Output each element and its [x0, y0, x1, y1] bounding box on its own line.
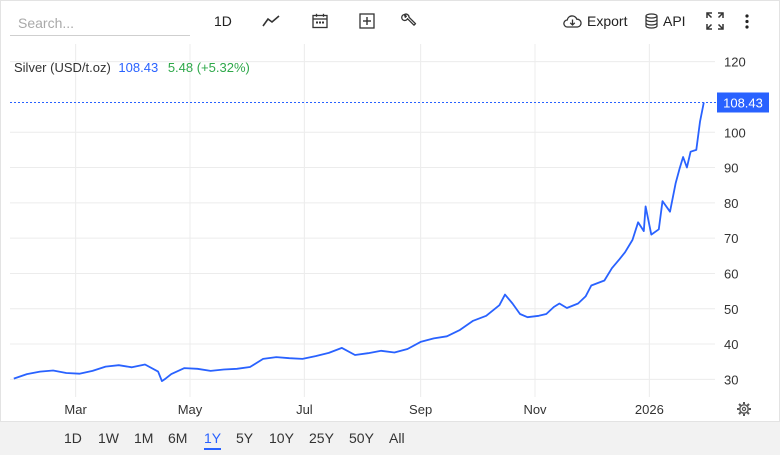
chart-type-button[interactable] — [262, 8, 280, 34]
range-button-1m[interactable]: 1M — [134, 430, 154, 446]
y-tick-label: 100 — [724, 125, 746, 140]
settings-tools-button[interactable] — [401, 8, 417, 34]
range-button-1w[interactable]: 1W — [98, 430, 119, 446]
y-tick-label: 60 — [724, 266, 738, 281]
date-range-button[interactable] — [312, 8, 328, 34]
api-label: API — [663, 13, 686, 29]
y-tick-label: 40 — [724, 337, 738, 352]
line-chart-icon — [262, 14, 280, 28]
x-tick-label: Jul — [296, 402, 313, 417]
x-tick-label: Mar — [64, 402, 87, 417]
add-compare-icon — [359, 13, 375, 29]
more-options-button[interactable] — [744, 8, 750, 34]
x-tick-label: Sep — [409, 402, 432, 417]
x-tick-label: May — [178, 402, 203, 417]
settings-gear-icon — [737, 402, 751, 416]
legend-change: 5.48 (+5.32%) — [167, 60, 250, 75]
export-label: Export — [587, 13, 628, 29]
legend-price: 108.43 — [118, 60, 159, 75]
range-button-6m[interactable]: 6M — [168, 430, 188, 446]
y-tick-label: 120 — [724, 55, 746, 70]
chart-legend: Silver (USD/t.oz) 108.43 5.48 (+5.32%) — [14, 60, 250, 75]
last-price-badge — [717, 92, 769, 113]
wrench-icon — [401, 13, 417, 29]
export-button[interactable]: Export — [563, 8, 627, 34]
database-icon — [645, 13, 658, 29]
legend-instrument-name: Silver (USD/t.oz) — [14, 60, 111, 75]
range-selector: 1D 1W 1M 6M 1Y 5Y 10Y 25Y 50Y All — [0, 421, 780, 455]
y-tick-label: 70 — [724, 231, 738, 246]
axis-settings-button[interactable] — [737, 402, 751, 416]
range-button-all[interactable]: All — [389, 430, 405, 446]
range-button-25y[interactable]: 25Y — [309, 430, 334, 446]
api-button[interactable]: API — [645, 8, 686, 34]
last-price-label: 108.43 — [723, 95, 763, 110]
range-button-50y[interactable]: 50Y — [349, 430, 374, 446]
interval-label: 1D — [214, 13, 232, 29]
cloud-download-icon — [563, 14, 582, 29]
x-tick-label: Nov — [523, 402, 547, 417]
range-button-5y[interactable]: 5Y — [236, 430, 254, 446]
calendar-icon — [312, 13, 328, 29]
range-button-10y[interactable]: 10Y — [269, 430, 294, 446]
interval-button[interactable]: 1D — [214, 8, 232, 34]
more-vertical-icon — [744, 13, 750, 29]
y-tick-label: 90 — [724, 161, 738, 176]
y-tick-label: 30 — [724, 372, 738, 387]
compare-button[interactable] — [359, 8, 375, 34]
range-button-1y[interactable]: 1Y — [204, 430, 222, 450]
y-tick-label: 80 — [724, 196, 738, 211]
x-tick-label: 2026 — [635, 402, 664, 417]
fullscreen-button[interactable] — [706, 8, 724, 34]
range-button-1d[interactable]: 1D — [64, 430, 82, 446]
price-series-line — [13, 102, 705, 383]
toolbar: 1D Export API — [0, 0, 780, 44]
search-input[interactable] — [10, 10, 190, 36]
fullscreen-icon — [706, 12, 724, 30]
y-tick-label: 50 — [724, 302, 738, 317]
